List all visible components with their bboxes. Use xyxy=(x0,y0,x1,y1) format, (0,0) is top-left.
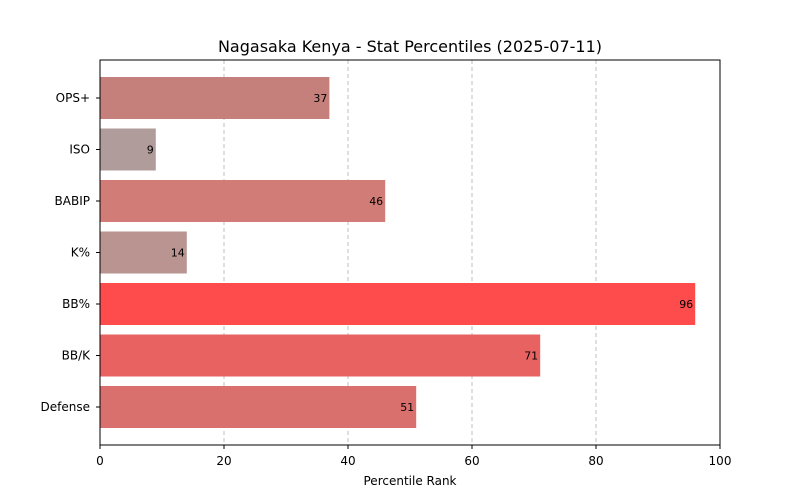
y-tick-label: BB/K xyxy=(62,349,92,363)
y-tick-label: OPS+ xyxy=(56,91,90,105)
bar-value-label: 96 xyxy=(679,298,693,311)
bar xyxy=(100,231,187,274)
bar xyxy=(100,128,156,171)
x-tick-label: 20 xyxy=(216,454,231,468)
chart-title: Nagasaka Kenya - Stat Percentiles (2025-… xyxy=(218,37,602,56)
bar-value-label: 14 xyxy=(171,247,185,260)
y-tick-label: BB% xyxy=(62,297,90,311)
x-tick-label: 40 xyxy=(340,454,355,468)
y-tick-label: Defense xyxy=(41,400,90,414)
x-tick-label: 60 xyxy=(464,454,479,468)
y-tick-label: ISO xyxy=(69,143,90,157)
x-tick-label: 80 xyxy=(588,454,603,468)
y-axis-ticks: OPS+ ISO BABIP K% BB% BB/K Defense xyxy=(41,91,100,414)
x-tick-label: 0 xyxy=(96,454,104,468)
bar-value-label: 46 xyxy=(369,195,383,208)
y-tick-label: K% xyxy=(71,246,90,260)
y-tick-label: BABIP xyxy=(55,194,90,208)
bar-value-label: 9 xyxy=(147,144,154,157)
grid-lines xyxy=(223,60,597,445)
bar xyxy=(100,180,386,222)
bars: 37 9 46 14 96 71 51 xyxy=(100,77,696,428)
bar xyxy=(100,283,696,325)
bar-value-label: 71 xyxy=(524,350,538,363)
x-tick-label: 100 xyxy=(709,454,732,468)
x-axis-ticks: 0 20 40 60 80 100 xyxy=(96,445,731,468)
x-axis-label: Percentile Rank xyxy=(364,474,457,488)
bar xyxy=(100,77,330,119)
bar-value-label: 37 xyxy=(313,92,327,105)
bar xyxy=(100,334,541,377)
bar xyxy=(100,386,417,428)
bar-value-label: 51 xyxy=(400,401,414,414)
